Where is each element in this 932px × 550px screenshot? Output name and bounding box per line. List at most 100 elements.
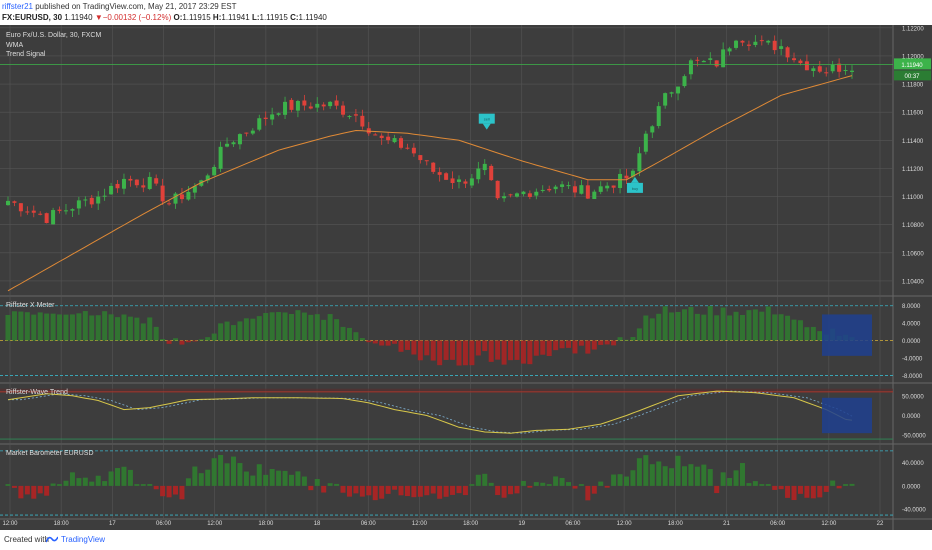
panel-title: Riffster X Meter <box>6 302 55 309</box>
barometer-bar <box>140 484 146 486</box>
x-meter-bar <box>739 314 745 341</box>
trading-chart[interactable]: sell buy 1.12200 1.12000 1.11800 1.11600 1.11… <box>0 25 932 530</box>
candle-body <box>244 132 249 134</box>
signal-arrow-icon <box>482 123 491 130</box>
x-meter-bar <box>804 327 810 341</box>
candle-body <box>605 185 610 189</box>
barometer-bar <box>720 472 726 486</box>
x-meter-bar <box>269 312 275 341</box>
candle-body <box>328 101 333 107</box>
price-tick-label: 1.11600 <box>902 111 924 117</box>
x-meter-bar <box>308 314 314 341</box>
legend-entry: Trend Signal <box>6 51 46 58</box>
x-meter-bar <box>372 340 378 344</box>
x-meter-bar <box>636 328 642 341</box>
candle-body <box>456 179 461 182</box>
author-link[interactable]: riffster21 <box>2 2 33 11</box>
barometer-bar <box>5 484 11 486</box>
barometer-bar <box>404 485 410 497</box>
barometer-bar <box>546 484 552 486</box>
ohlc-line: FX:EURUSD, 30 1.11940 ▼−0.00132 (−0.12%)… <box>2 13 327 22</box>
candle-body <box>276 113 281 115</box>
barometer-bar <box>11 485 17 488</box>
barometer-bar <box>50 483 56 486</box>
candle-body <box>315 103 320 108</box>
candle-body <box>611 185 616 188</box>
candle-body <box>476 168 481 180</box>
candle-body <box>437 172 442 175</box>
candle-body <box>779 46 784 49</box>
oscillator-tick-label: -4.0000 <box>902 357 923 363</box>
barometer-bar <box>301 476 307 486</box>
barometer-bar <box>527 485 533 488</box>
candle-body <box>850 70 854 72</box>
candle-body <box>179 194 184 200</box>
symbol-label: FX:EURUSD, 30 <box>2 13 63 22</box>
candle-body <box>450 178 455 184</box>
candle-body <box>688 60 693 75</box>
x-meter-bar <box>359 338 365 341</box>
x-meter-bar <box>585 340 591 354</box>
tradingview-link[interactable]: TradingView <box>61 535 106 544</box>
wave-box <box>822 397 872 434</box>
x-meter-bar <box>649 318 655 341</box>
x-meter-bar <box>578 340 584 346</box>
candle-body <box>495 180 500 199</box>
barometer-bar <box>18 485 24 499</box>
candle-body <box>798 60 803 64</box>
time-tick-label: 18:00 <box>463 521 479 527</box>
x-meter-bar <box>759 311 765 341</box>
candle-body <box>676 86 681 94</box>
x-meter-bar <box>89 315 95 341</box>
barometer-bar <box>321 485 327 493</box>
down-arrow-icon: ▼ <box>94 13 103 22</box>
candle-body <box>321 104 326 107</box>
barometer-bar <box>739 463 745 486</box>
x-meter-bar <box>102 311 108 341</box>
candle-body <box>721 49 726 68</box>
x-meter-bar <box>404 340 410 350</box>
candle-body <box>379 135 384 139</box>
x-meter-bar <box>604 340 610 345</box>
candle-body <box>637 153 642 172</box>
barometer-bar <box>160 485 166 497</box>
x-meter-bar <box>533 340 539 356</box>
candle-body <box>205 175 210 181</box>
barometer-bar <box>276 470 282 486</box>
candle-body <box>811 68 816 72</box>
barometer-bar <box>804 485 810 498</box>
barometer-bar <box>346 485 352 497</box>
barometer-bar <box>830 480 836 486</box>
time-tick-label: 18:00 <box>668 521 684 527</box>
x-meter-bar <box>63 314 69 341</box>
barometer-bar <box>288 474 294 486</box>
candle-body <box>418 155 423 161</box>
barometer-bar <box>250 475 256 486</box>
x-meter-bar <box>37 312 43 341</box>
signal-arrow-icon <box>630 176 639 183</box>
open-value: 1.11915 <box>182 13 211 22</box>
candle-body <box>804 61 809 71</box>
panel-title: Market Barometer EURUSD <box>6 450 94 457</box>
barometer-bar <box>379 485 385 499</box>
x-meter-bar <box>230 325 236 341</box>
change-value: −0.00132 (−0.12%) <box>102 13 172 22</box>
candle-body <box>734 40 739 48</box>
grid-lines <box>0 25 932 530</box>
x-meter-bar <box>218 323 224 341</box>
x-meter-bar <box>495 340 501 360</box>
x-meter-bar <box>173 338 179 341</box>
candle-body <box>592 191 597 200</box>
barometer-bar <box>656 461 662 486</box>
x-meter-bar <box>662 306 668 341</box>
barometer-bar <box>243 471 249 486</box>
candle-body <box>444 173 449 180</box>
candle-body <box>463 181 468 184</box>
candle-body <box>682 76 687 87</box>
barometer-bar <box>218 454 224 486</box>
x-meter-bar <box>450 340 456 360</box>
x-meter-bar <box>508 340 514 361</box>
x-meter-bar <box>334 319 340 341</box>
wave-signal-line <box>8 390 853 434</box>
candle-body <box>579 185 584 194</box>
